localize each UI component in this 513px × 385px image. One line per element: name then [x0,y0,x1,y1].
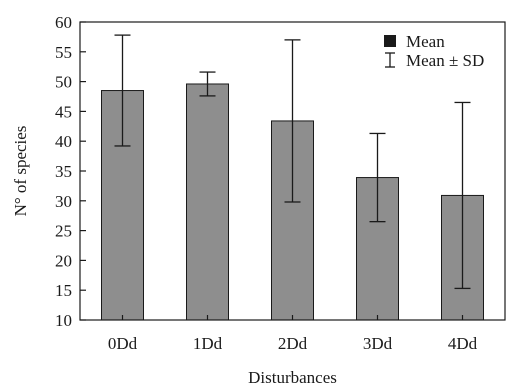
y-tick-label: 40 [55,132,72,151]
y-tick-label: 60 [55,13,72,32]
y-tick-label: 15 [55,281,72,300]
y-tick-label: 25 [55,222,72,241]
y-tick-label: 45 [55,102,72,121]
error-bars-layer [114,34,471,290]
y-tick-label: 30 [55,192,72,211]
x-tick-label-1Dd: 1Dd [193,334,223,353]
legend-sd-label: Mean ± SD [406,51,484,70]
y-tick-label: 10 [55,311,72,330]
x-tick-label-4Dd: 4Dd [448,334,478,353]
y-tick-label: 55 [55,43,72,62]
legend-sd-symbol [385,52,395,68]
y-axis-label: N° of species [11,126,30,217]
error-bar-3Dd [369,132,386,223]
y-axis-ticks: 10 15 20 25 30 35 40 45 50 55 60 [55,13,86,330]
error-bar-1Dd [199,71,216,97]
legend-mean-swatch [384,35,396,47]
error-bar-4Dd [454,101,471,290]
y-tick-label: 50 [55,73,72,92]
legend-mean-label: Mean [406,32,445,51]
error-bar-2Dd [284,39,301,203]
legend: Mean Mean ± SD [384,32,484,70]
bar-1Dd [186,83,229,321]
x-tick-label-2Dd: 2Dd [278,334,308,353]
y-tick-label: 35 [55,162,72,181]
y-tick-label: 20 [55,251,72,270]
x-axis-label: Disturbances [248,368,337,385]
x-axis-ticks: 0Dd 1Dd 2Dd 3Dd 4Dd [108,315,478,353]
error-bar-0Dd [114,34,131,147]
x-tick-label-3Dd: 3Dd [363,334,393,353]
x-tick-label-0Dd: 0Dd [108,334,138,353]
